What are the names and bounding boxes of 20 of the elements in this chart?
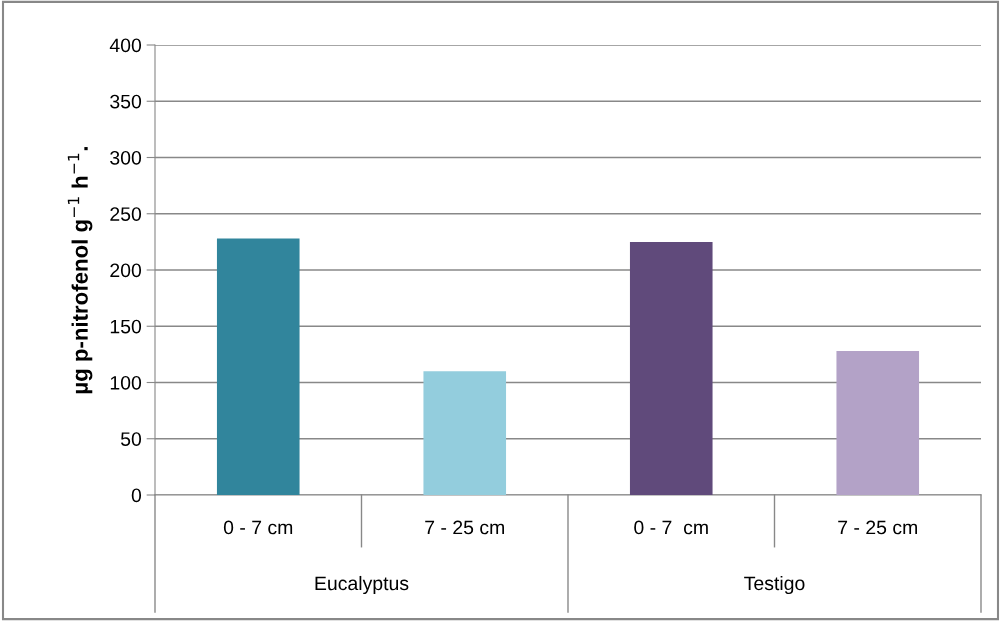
x-tick-label: 0 - 7 cm — [223, 520, 293, 535]
y-tick-label: 0 — [131, 488, 142, 503]
x-tick-label: 0 - 7 cm — [634, 520, 708, 535]
bar — [629, 241, 713, 495]
y-tick-label: 50 — [120, 432, 142, 446]
bar — [216, 238, 300, 495]
y-tick-label: 300 — [110, 150, 142, 165]
y-tick-label: 200 — [110, 263, 142, 278]
y-tick-label: 400 — [109, 38, 142, 53]
x-tick-label: 7 - 25 cm — [425, 520, 504, 535]
y-tick-label: 100 — [110, 375, 142, 390]
text: Testigo — [744, 575, 805, 595]
bar — [836, 351, 920, 495]
x-tick-label: 7 - 25 cm — [838, 520, 917, 535]
y-tick-label: 350 — [110, 94, 142, 109]
y-tick-label: 250 — [110, 207, 142, 221]
y-tick-label: 150 — [110, 319, 142, 334]
text: Eucalyptus — [315, 575, 409, 595]
y-axis-title: µg p-nitrofenol g$^{−1}$ h$^{−1}$. — [67, 147, 93, 394]
bar — [423, 371, 507, 495]
